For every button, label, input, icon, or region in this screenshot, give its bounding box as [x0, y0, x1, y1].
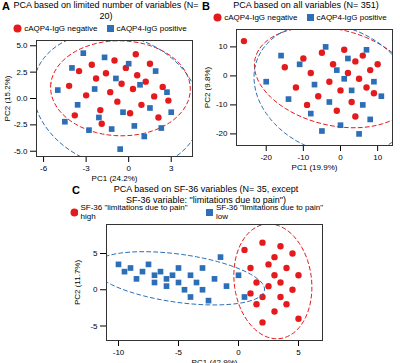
- html-text:SF-36 "limitations due to pain: SF-36 "limitations due to pain" high: [80, 203, 188, 221]
- html-text:PCA based on SF-36 variables (: PCA based on SF-36 variables (N= 35, exc…: [113, 184, 299, 205]
- html-text:A PCA based on limited number: A PCA based on limited number of variabl…: [2, 0, 199, 21]
- svg-text:PC2 (15.2%): PC2 (15.2%): [3, 75, 12, 121]
- svg-text:2.5: 2.5: [16, 68, 28, 77]
- svg-text:PC2 (9.8%): PC2 (9.8%): [203, 66, 212, 108]
- svg-text:3: 3: [169, 164, 174, 173]
- svg-text:PC2 (11.7%): PC2 (11.7%): [73, 260, 82, 306]
- svg-text:-10: -10: [113, 348, 125, 357]
- svg-text:0: 0: [126, 164, 131, 173]
- svg-text:-5.0: -5.0: [14, 147, 28, 156]
- svg-text:-5: -5: [175, 348, 183, 357]
- svg-text:0: 0: [93, 285, 98, 294]
- html-text:cAQP4-IgG positive: cAQP4-IgG positive: [116, 23, 187, 33]
- svg-text:5: 5: [93, 249, 98, 258]
- html-text:cAQP4-IgG negative: cAQP4-IgG negative: [24, 23, 98, 33]
- svg-text:PC1 (19.9%): PC1 (19.9%): [292, 163, 338, 172]
- svg-text:PC1 (42.9%): PC1 (42.9%): [192, 358, 238, 363]
- html-text:C: C: [72, 184, 80, 196]
- svg-text:0.0: 0.0: [16, 94, 28, 103]
- svg-text:-6: -6: [40, 164, 48, 173]
- svg-text:-10: -10: [298, 153, 310, 162]
- svg-text:10: 10: [373, 153, 382, 162]
- svg-text:PC1 (24.2%): PC1 (24.2%): [92, 174, 138, 183]
- html-text:SF-36 "limitations due to pain: SF-36 "limitations due to pain" low: [215, 203, 323, 221]
- svg-text:-20: -20: [216, 129, 228, 138]
- svg-text:5: 5: [296, 348, 301, 357]
- svg-text:-3: -3: [83, 164, 91, 173]
- svg-text:0: 0: [236, 348, 241, 357]
- svg-text:-20: -20: [260, 153, 272, 162]
- html-text:cAQP4-IgG negative: cAQP4-IgG negative: [224, 12, 298, 22]
- html-text:B: B: [202, 0, 210, 12]
- svg-text:0: 0: [338, 153, 343, 162]
- svg-text:10: 10: [219, 42, 228, 51]
- svg-text:0: 0: [223, 71, 228, 80]
- svg-text:-5: -5: [90, 322, 98, 331]
- svg-text:5.0: 5.0: [16, 41, 28, 50]
- svg-text:-2.5: -2.5: [14, 120, 28, 129]
- html-text:cAQP4-IgG positive: cAQP4-IgG positive: [316, 12, 387, 22]
- svg-text:-10: -10: [216, 100, 228, 109]
- html-text:PCA based on all variables (N=: PCA based on all variables (N= 351): [233, 0, 379, 10]
